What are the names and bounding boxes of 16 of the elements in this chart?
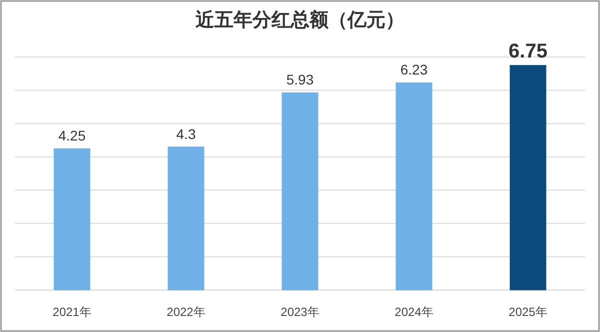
x-tick-label: 2023年 — [280, 305, 320, 319]
bar — [396, 82, 432, 290]
data-label: 4.3 — [176, 126, 196, 142]
x-tick-label: 2021年 — [52, 305, 92, 319]
data-label: 4.25 — [58, 128, 86, 144]
x-tick-label: 2024年 — [394, 305, 434, 319]
x-tick-label: 2022年 — [166, 305, 206, 319]
bar — [282, 92, 318, 290]
x-tick-label: 2025年 — [508, 305, 548, 319]
bar — [54, 148, 90, 290]
bar — [510, 65, 546, 290]
data-label: 6.23 — [400, 62, 428, 78]
chart-title: 近五年分红总额（亿元） — [194, 9, 404, 31]
bar — [168, 146, 204, 290]
data-label: 5.93 — [286, 72, 314, 88]
data-label: 6.75 — [508, 40, 548, 62]
